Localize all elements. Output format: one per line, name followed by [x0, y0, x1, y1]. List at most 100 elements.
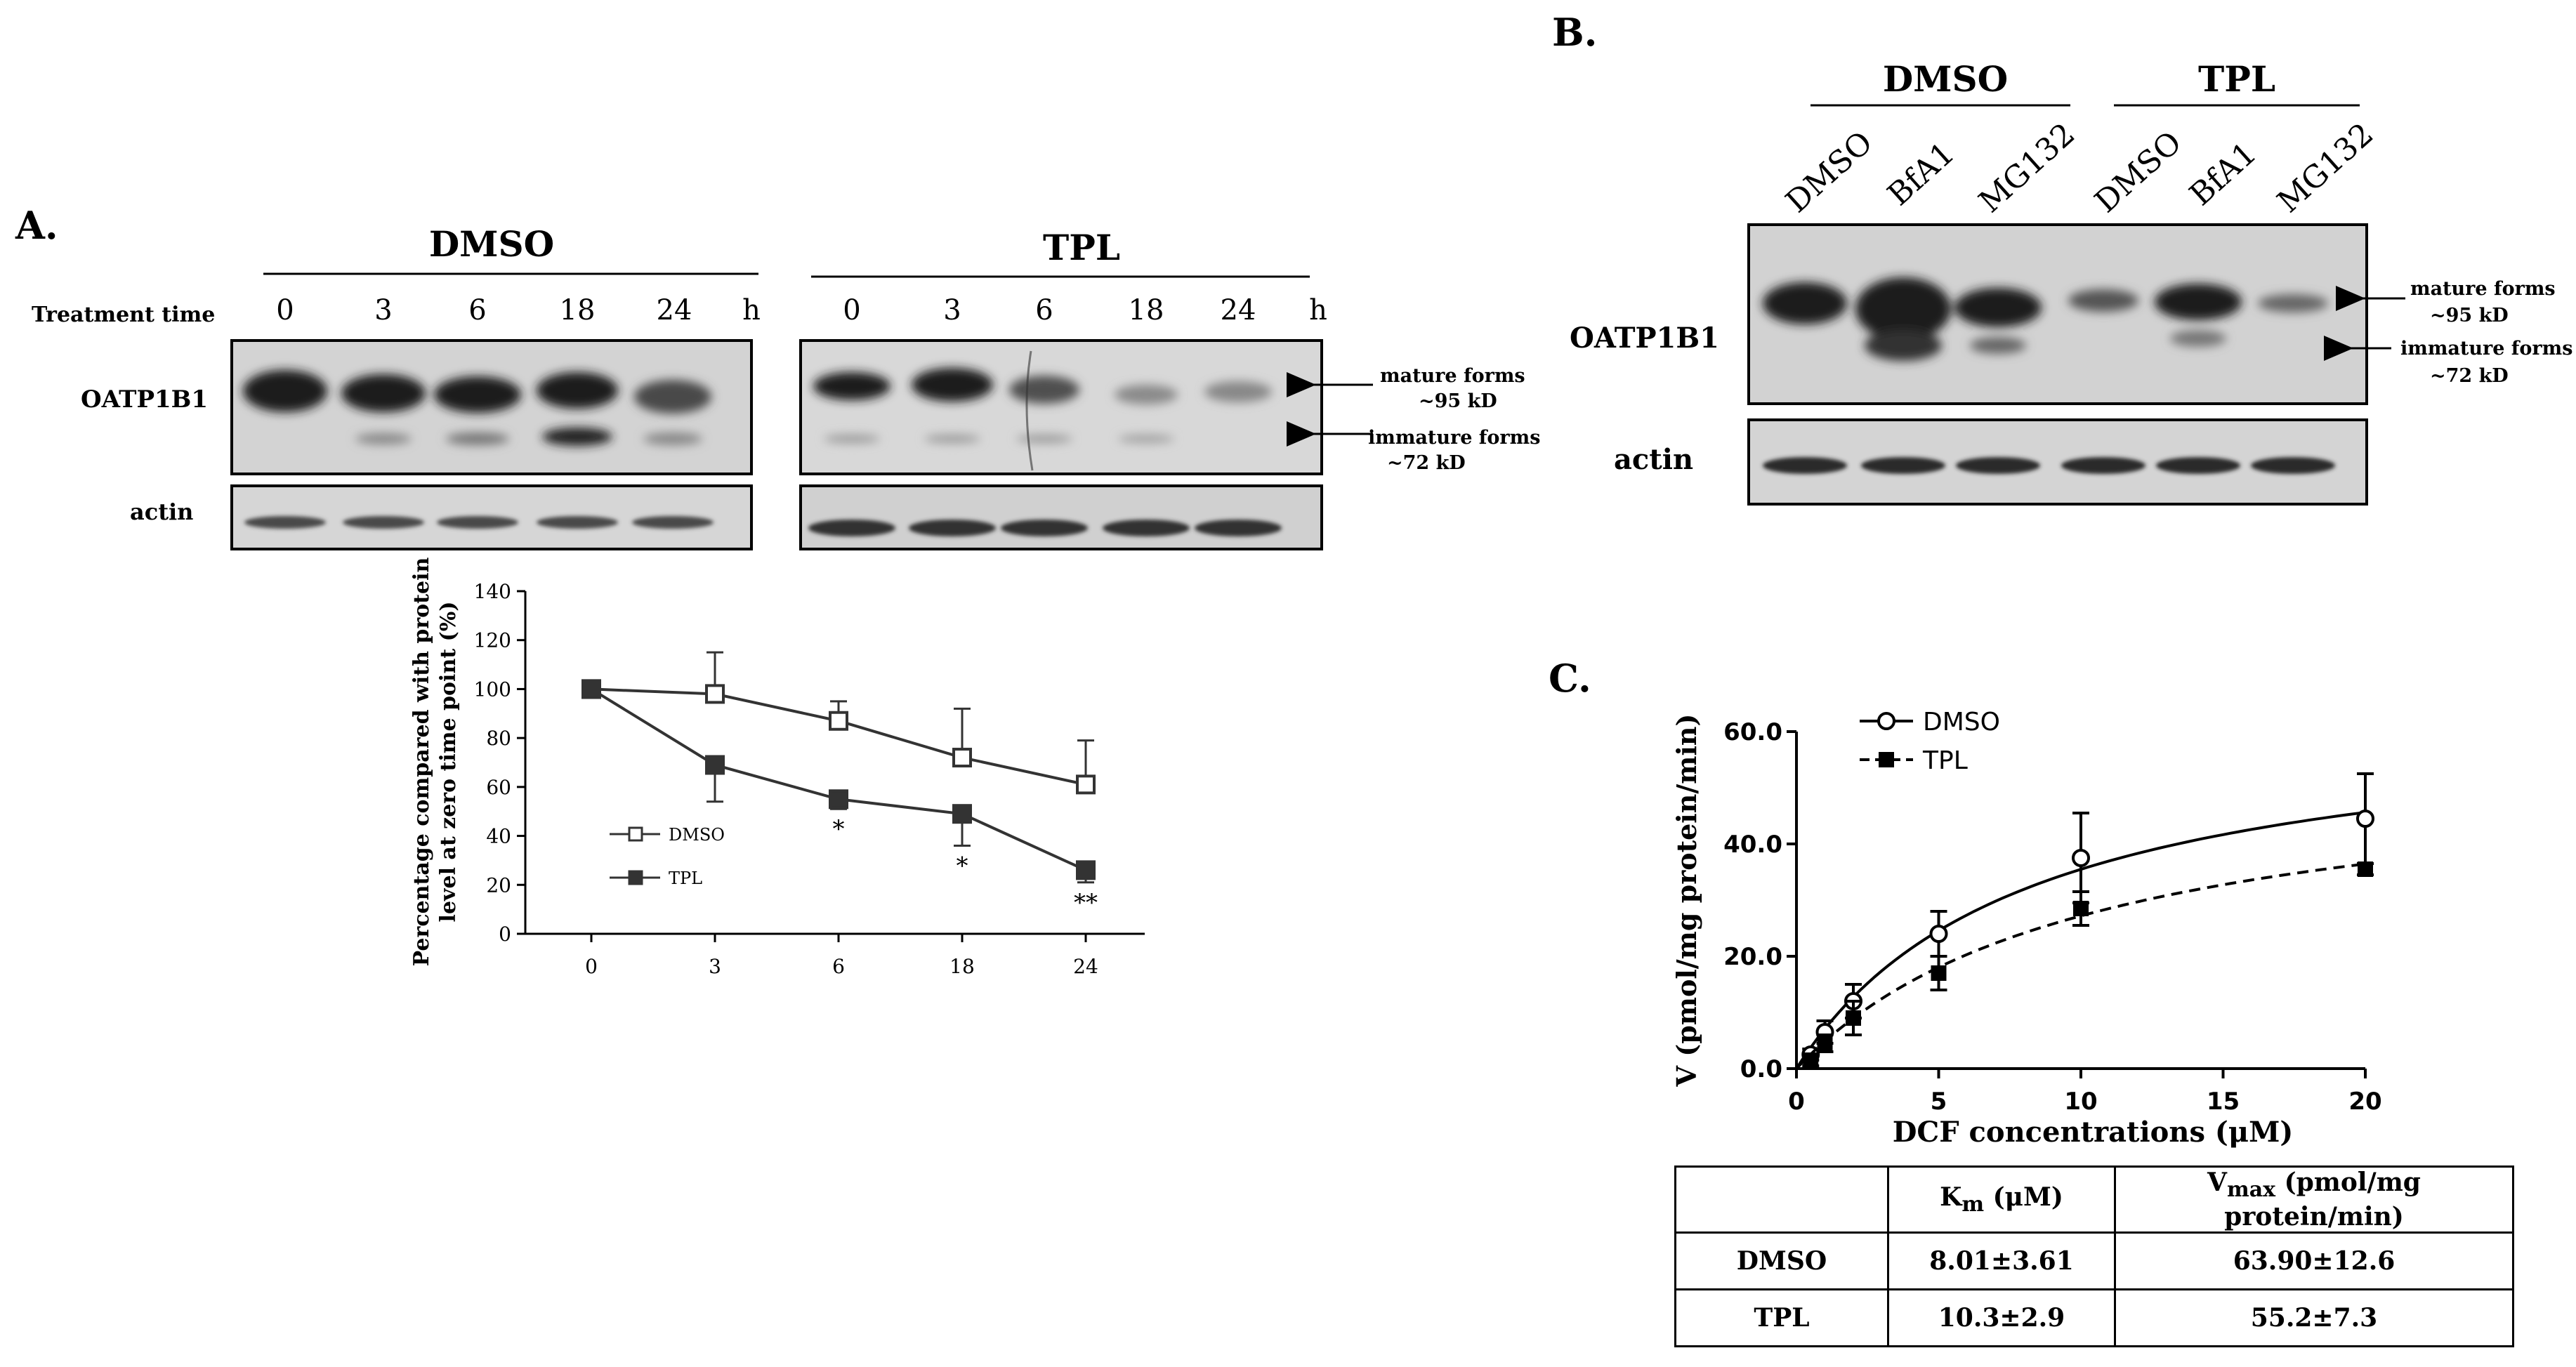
dmso-time-6: 6: [468, 294, 486, 326]
table-cell-dmso-km: 8.01±3.61: [1887, 1231, 2116, 1291]
chart-a-point-dmso: [952, 748, 972, 768]
panel-b-lane-6: MG132: [2271, 116, 2380, 220]
panel-b-tpl-header: TPL: [2198, 58, 2275, 100]
table-header-row: Km (μM) Vmax (pmol/mg protein/min): [1674, 1165, 2514, 1234]
tpl-time-unit: h: [1309, 294, 1327, 326]
blot-b-oatp: [1747, 223, 2368, 405]
chart-a-significance-mark: **: [1074, 889, 1098, 917]
chart-a-point-tpl: [829, 789, 848, 810]
panel-b-oatp-label: OATP1B1: [1570, 322, 1719, 355]
chart-a-y-axis-label-line1: Percentage compared with protein: [409, 557, 434, 966]
chart-a-legend-marker: [628, 826, 643, 842]
panel-c-chart: 0.0 20.0 40.0 60.0 0 5 10 15 20 DCF concentration…: [1671, 708, 2382, 1149]
tpl-time-18: 18: [1129, 294, 1164, 326]
chart-a-x-tick-label: 18: [949, 955, 975, 978]
chart-c-point-tpl: [1803, 1052, 1819, 1068]
chart-a-x-tick-label: 6: [832, 955, 845, 978]
panel-a-immature-size: ~72 kD: [1387, 452, 1466, 474]
dmso-time-unit: h: [742, 294, 761, 326]
chart-a-x-tick-label: 3: [709, 955, 721, 978]
chart-a-y-axis-label-line2: level at zero time point (%): [436, 602, 461, 923]
chart-a-y-tick-label: 0: [499, 923, 511, 946]
chart-a-y-tick-label: 80: [486, 727, 511, 750]
table-row: TPL 10.3±2.9 55.2±7.3: [1674, 1288, 2514, 1348]
chart-a-x-tick-label: 24: [1073, 955, 1098, 978]
panel-b-dmso-header: DMSO: [1883, 58, 2008, 100]
table-header-empty: [1674, 1165, 1889, 1234]
table-cell-dmso-vmax: 63.90±12.6: [2114, 1231, 2514, 1291]
chart-a-y-tick-label: 40: [486, 825, 511, 848]
chart-c-y-tick-label: 0.0: [1740, 1055, 1782, 1083]
dmso-time-0: 0: [276, 294, 294, 326]
table-row: DMSO 8.01±3.61 63.90±12.6: [1674, 1231, 2514, 1291]
chart-c-point-dmso: [1929, 925, 1948, 943]
panel-b-lane-1: DMSO: [1779, 124, 1879, 220]
panel-b-lane-5: BfA1: [2183, 136, 2263, 213]
chart-a-point-dmso: [1076, 774, 1096, 795]
treatment-time-label: Treatment time: [32, 303, 215, 327]
dmso-time-3: 3: [374, 294, 392, 326]
chart-c-y-tick-label: 20.0: [1723, 943, 1782, 971]
panel-b-mature-label: mature forms: [2410, 278, 2556, 300]
chart-c-legend-marker-dmso: [1877, 712, 1895, 730]
chart-a-y-tick-label: 120: [474, 629, 511, 652]
table-cell-tpl-label: TPL: [1674, 1288, 1889, 1348]
chart-c-x-tick-label: 5: [1931, 1088, 1947, 1116]
chart-a-y-tick-label: 60: [486, 776, 511, 799]
chart-c-x-tick-label: 0: [1788, 1088, 1805, 1116]
chart-a-significance-mark: *: [957, 852, 968, 880]
tpl-time-0: 0: [843, 294, 860, 326]
panel-a-mature-size: ~95 kD: [1419, 390, 1497, 412]
chart-c-x-tick-label: 10: [2064, 1088, 2097, 1116]
chart-a-point-dmso: [705, 684, 725, 704]
chart-a-y-tick-label: 100: [474, 678, 511, 701]
blot-a-tpl-actin: [799, 484, 1323, 550]
chart-a-legend-marker: [628, 870, 643, 885]
panel-b-lane-3: MG132: [1972, 116, 2082, 220]
tpl-time-6: 6: [1035, 294, 1053, 326]
chart-a-x-tick-label: 0: [585, 955, 598, 978]
chart-a-y-tick-label: 140: [474, 580, 511, 603]
table-cell-dmso-label: DMSO: [1674, 1231, 1889, 1291]
chart-c-point-tpl: [2073, 901, 2089, 916]
panel-b-lane-4: DMSO: [2088, 124, 2188, 220]
blot-a-dmso-actin: [230, 484, 753, 550]
chart-a-point-tpl: [581, 679, 601, 699]
panel-b-immature-label: immature forms: [2400, 338, 2572, 359]
chart-a-legend-label: TPL: [669, 869, 702, 888]
chart-a-point-dmso: [829, 711, 848, 731]
chart-c-point-tpl: [1846, 1010, 1861, 1026]
chart-a-point-tpl: [705, 755, 725, 775]
dmso-time-24: 24: [657, 294, 692, 326]
table-cell-tpl-km: 10.3±2.9: [1887, 1288, 2116, 1348]
panel-a-mature-label: mature forms: [1380, 365, 1525, 387]
table-header-km: Km (μM): [1887, 1165, 2116, 1234]
chart-c-legend-label-tpl: TPL: [1922, 746, 1968, 775]
chart-c-y-tick-label: 60.0: [1723, 718, 1782, 746]
panel-a-tpl-header: TPL: [1043, 227, 1120, 268]
dmso-time-18: 18: [560, 294, 596, 326]
chart-c-x-tick-label: 20: [2348, 1088, 2381, 1116]
chart-c-point-tpl: [1817, 1036, 1833, 1051]
chart-a-y-tick-label: 20: [486, 873, 511, 897]
panel-a-chart: 0 20 40 60 80 100 120 140 0 3 6 18 24 Percentage comp…: [409, 557, 1145, 978]
chart-c-point-dmso: [2072, 849, 2090, 867]
chart-c-y-axis-label: V (pmol/mg protein/min): [1671, 714, 1702, 1088]
panel-a-oatp-label: OATP1B1: [81, 385, 208, 414]
chart-c-legend-label-dmso: DMSO: [1923, 708, 2000, 737]
panel-b-mature-size: ~95 kD: [2430, 305, 2509, 326]
panel-c-label: C.: [1549, 656, 1591, 701]
chart-c-x-tick-label: 15: [2207, 1088, 2240, 1116]
tpl-time-3: 3: [943, 294, 961, 326]
panel-a-label: A.: [15, 203, 58, 248]
panel-a-actin-label: actin: [130, 498, 193, 525]
chart-a-legend-label: DMSO: [669, 825, 725, 845]
panel-b-actin-label: actin: [1614, 443, 1693, 476]
panel-a-dmso-header: DMSO: [429, 223, 554, 265]
panel-b-label: B.: [1552, 10, 1597, 55]
table-header-vmax: Vmax (pmol/mg protein/min): [2114, 1165, 2514, 1234]
chart-a-point-tpl: [952, 804, 972, 824]
blot-a-tpl-oatp: [799, 339, 1323, 475]
panel-b-immature-size: ~72 kD: [2430, 365, 2509, 387]
